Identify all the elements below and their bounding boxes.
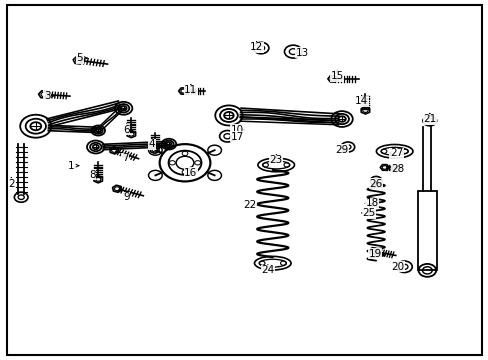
Text: 11: 11 <box>184 85 197 95</box>
Text: 28: 28 <box>391 164 404 174</box>
Text: 7: 7 <box>122 153 128 163</box>
Text: 14: 14 <box>354 96 367 106</box>
Text: 3: 3 <box>43 91 50 101</box>
Text: 24: 24 <box>261 265 274 275</box>
Text: 6: 6 <box>123 125 129 135</box>
Text: 17: 17 <box>230 132 244 142</box>
Text: 4: 4 <box>148 139 155 149</box>
Text: 29: 29 <box>335 144 348 154</box>
Text: 8: 8 <box>89 170 96 180</box>
Text: 16: 16 <box>184 168 197 178</box>
Text: 9: 9 <box>123 192 129 202</box>
Text: 1: 1 <box>68 161 75 171</box>
Text: 13: 13 <box>295 48 308 58</box>
Text: 26: 26 <box>369 179 382 189</box>
Text: 20: 20 <box>391 262 404 272</box>
Text: 18: 18 <box>365 198 378 208</box>
Text: 19: 19 <box>368 248 381 258</box>
Text: 15: 15 <box>330 71 343 81</box>
Text: 12: 12 <box>249 42 263 52</box>
Text: 10: 10 <box>230 125 243 135</box>
Text: 2: 2 <box>8 179 15 189</box>
Text: 5: 5 <box>76 53 83 63</box>
Text: 27: 27 <box>389 148 403 158</box>
Text: 23: 23 <box>269 155 282 165</box>
Text: 25: 25 <box>362 208 375 218</box>
Text: 22: 22 <box>243 200 257 210</box>
Text: 21: 21 <box>422 114 435 124</box>
